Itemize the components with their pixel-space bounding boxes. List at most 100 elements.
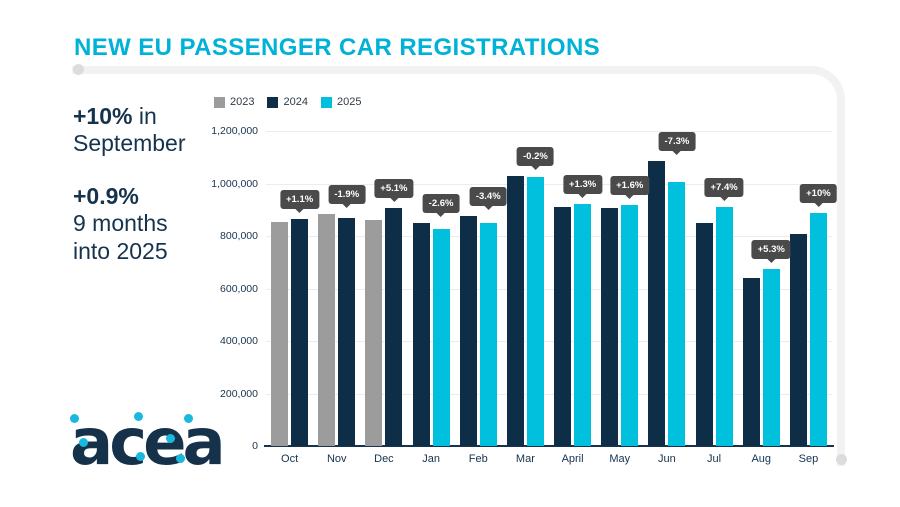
acea-logo-text: acea	[70, 406, 226, 480]
stat-ytd-label: 9 months into 2025	[73, 210, 168, 264]
decorative-frame-line	[72, 66, 845, 466]
legend-swatch-2023	[214, 96, 225, 108]
bar-group-Nov: -1.9% Nov	[313, 131, 366, 465]
bar-2023-Nov	[318, 213, 336, 446]
x-axis-label-Dec: Dec	[374, 453, 394, 465]
bar-2024-Mar	[506, 176, 524, 446]
bar-group-Oct: +1.1% Oct	[266, 131, 320, 465]
bar-group-Dec: +5.1% Dec	[360, 131, 414, 465]
bar-2024-Nov	[338, 218, 356, 446]
logo-dot	[79, 438, 88, 447]
stat-ytd-value: +0.9%	[73, 183, 139, 210]
change-label-Feb: -3.4%	[469, 186, 507, 206]
x-axis-label-Sep: Sep	[798, 453, 819, 465]
bar-2025-Jun	[668, 181, 686, 446]
legend-item-2025: 2025	[320, 96, 362, 108]
bar-group-Sep: +10% Sep	[785, 131, 837, 465]
legend-swatch-2024	[267, 96, 279, 108]
bar-2025-Sep	[809, 213, 827, 446]
legend-label: 2025	[336, 96, 362, 108]
bar-group-Mar: -0.2% Mar	[502, 131, 554, 465]
bar-2024-May	[601, 208, 619, 446]
change-label-May: +1.6%	[610, 175, 650, 195]
x-axis-label-April: April	[561, 453, 584, 465]
bar-2024-Feb	[459, 215, 477, 446]
x-axis-line	[264, 445, 834, 447]
x-axis-label-May: May	[609, 453, 631, 465]
legend-item-2023: 2023	[214, 96, 254, 108]
stat-september-inline: in	[138, 103, 157, 129]
stat-september: +10% in September	[73, 103, 186, 157]
bar-2024-April	[554, 207, 572, 446]
change-label-Aug: +5.3%	[751, 239, 791, 259]
stat-september-label: September	[73, 130, 186, 157]
y-axis-label: 400,000	[220, 335, 258, 347]
logo-dot	[176, 454, 185, 463]
stat-september-value: +10%	[73, 103, 133, 129]
bar-group-Jun: -7.3% Jun	[643, 131, 696, 465]
page-title: NEW EU PASSENGER CAR REGISTRATIONS	[74, 34, 601, 61]
bar-group-Jan: -2.6% Jan	[408, 131, 460, 465]
legend-label: 2023	[230, 96, 255, 108]
bar-2024-Jun	[648, 160, 666, 446]
bar-2024-Oct	[291, 218, 309, 446]
change-label-Jun: -7.3%	[658, 131, 696, 151]
gridline	[266, 341, 832, 342]
y-axis-label: 800,000	[220, 230, 258, 242]
change-label-Oct: +1.1%	[279, 189, 320, 209]
bar-2024-Jan	[412, 222, 430, 446]
change-label-Nov: -1.9%	[328, 184, 366, 204]
chart-legend: 2023 2024 2025	[214, 96, 361, 108]
bar-2023-Oct	[271, 221, 289, 446]
bar-2023-Dec	[365, 220, 383, 446]
logo-dot	[70, 414, 79, 423]
bar-2025-Jul	[715, 206, 733, 446]
change-label-Sep: +10%	[800, 184, 837, 204]
logo-dot	[136, 452, 145, 461]
bar-chart: 0 200,000 400,000 600,000 800,000 1,000,000 1,…	[211, 125, 837, 465]
bar-2025-Mar	[526, 176, 544, 446]
bar-group-Feb: -3.4% Feb	[455, 131, 507, 465]
bar-2025-April	[574, 203, 592, 446]
decorative-dot-end	[836, 454, 847, 465]
legend-item-2024: 2024	[267, 96, 308, 108]
legend-swatch-2025	[320, 96, 332, 108]
x-axis-label-Aug: Aug	[751, 453, 772, 465]
decorative-dot-start	[73, 64, 84, 75]
summary-stats: +10% in September +0.9% 9 months into 20…	[73, 103, 186, 291]
legend-label: 2024	[283, 96, 308, 108]
gridline	[266, 183, 832, 185]
bar-2025-Aug	[762, 268, 780, 446]
x-axis-label-Mar: Mar	[515, 453, 535, 465]
x-axis-label-Oct: Oct	[281, 453, 299, 465]
gridline	[266, 236, 832, 237]
gridline	[266, 131, 832, 132]
bar-2024-Dec	[385, 208, 403, 446]
stat-ytd: +0.9% 9 months into 2025	[73, 183, 186, 264]
bar-2024-Sep	[789, 234, 807, 446]
bar-group-April: +1.3% April	[549, 131, 603, 465]
acea-logo: acea	[70, 406, 226, 480]
y-axis-label: 0	[252, 440, 258, 452]
y-axis-label: 200,000	[220, 387, 258, 400]
bar-2024-Aug	[742, 277, 760, 446]
change-label-Dec: +5.1%	[374, 179, 414, 199]
bar-group-May: +1.6% May	[596, 131, 650, 465]
x-axis-label-Jan: Jan	[422, 453, 440, 465]
change-label-Jan: -2.6%	[422, 193, 460, 213]
logo-dot	[184, 414, 193, 423]
change-label-Mar: -0.2%	[516, 147, 554, 167]
change-label-Jul: +7.4%	[704, 177, 744, 197]
logo-dot	[134, 412, 143, 421]
y-axis-label: 1,000,000	[211, 177, 258, 190]
y-axis-label: 600,000	[220, 282, 258, 295]
bar-2025-May	[621, 204, 639, 446]
bar-2025-Jan	[432, 228, 450, 446]
gridline	[266, 393, 832, 395]
x-axis-label-Nov: Nov	[326, 453, 347, 465]
x-axis-label-Jul: Jul	[707, 453, 722, 465]
y-axis-label: 1,200,000	[211, 125, 258, 137]
bar-2024-Jul	[695, 223, 713, 446]
gridline	[266, 288, 832, 290]
